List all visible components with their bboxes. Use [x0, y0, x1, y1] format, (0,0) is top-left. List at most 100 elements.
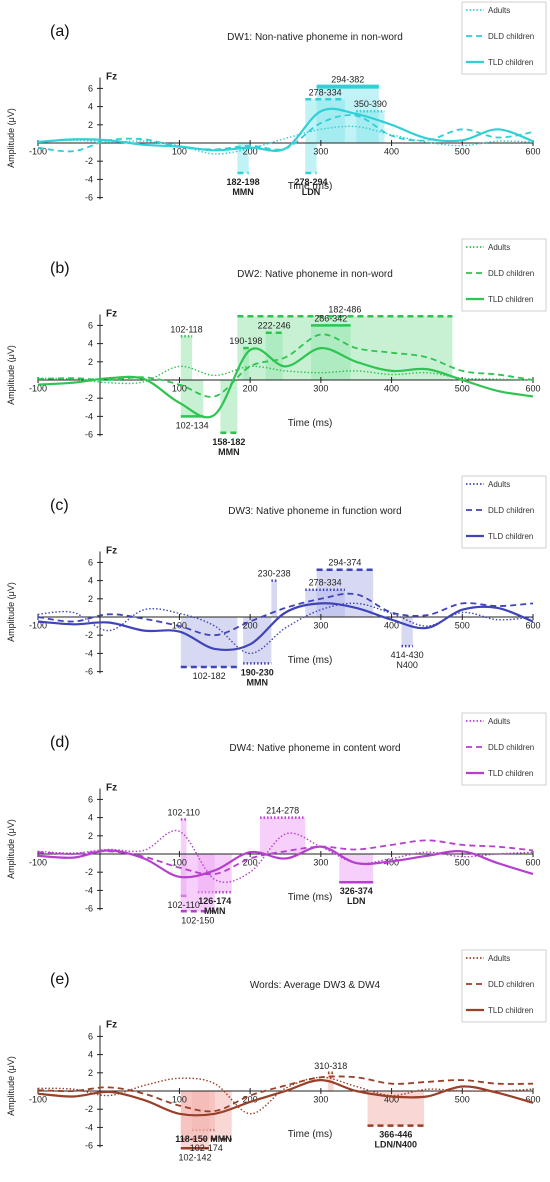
y-axis-label-e: Amplitude (μV): [6, 1056, 16, 1116]
panel-title-a: DW1: Non-native phoneme in non-word: [227, 32, 403, 43]
window-label-b-1: 286-342: [314, 313, 347, 323]
window-label-d-4: 102-150: [181, 915, 214, 925]
x-tick-label-d-1: 100: [172, 857, 187, 867]
legend-label-c-2: TLD children: [488, 532, 533, 541]
panel-a: -100 100 200 300 400 500 600 6 4 2 -2 -4 -6 Fz Time (m…: [6, 1, 547, 203]
legend-label-d-0: Adults: [488, 717, 510, 726]
y-tick-label-e-2: 2: [88, 1068, 93, 1078]
x-tick-label-c-6: 600: [525, 620, 540, 630]
window-label-e-0: 310-318: [314, 1061, 347, 1071]
x-tick-label-a-1: 100: [172, 146, 187, 156]
x-tick-label-b-2: 200: [243, 383, 258, 393]
legend-label-b-0: Adults: [488, 243, 510, 252]
x-tick-label-a-5: 500: [455, 146, 470, 156]
window-label-c-5: 414-430: [391, 650, 424, 660]
x-tick-label-e-5: 500: [455, 1094, 470, 1104]
window-band-d-4: [180, 854, 215, 912]
legend-label-e-1: DLD children: [488, 980, 534, 989]
y-axis-label-c: Amplitude (μV): [6, 582, 16, 642]
y-tick-label-a-0: 6: [88, 83, 93, 93]
y-tick-label-d-1: 4: [88, 813, 93, 823]
y-tick-label-d-4: -4: [85, 885, 93, 895]
window-label-a-0: 294-382: [331, 75, 364, 85]
y-tick-label-d-0: 6: [88, 794, 93, 804]
x-tick-label-a-0: -100: [29, 146, 47, 156]
series-line-b-tld-children: [37, 346, 534, 419]
legend-label-e-0: Adults: [488, 954, 510, 963]
x-axis-label-a: Time (ms): [288, 181, 333, 192]
window-band-b-3: [180, 336, 193, 380]
window-label-c-4: 190-230: [241, 667, 274, 677]
y-axis-label-d: Amplitude (μV): [6, 819, 16, 879]
window-label-b-3: 102-118: [170, 324, 202, 334]
x-tick-label-b-5: 500: [455, 383, 470, 393]
window-label-d-1: 102-110: [167, 807, 199, 817]
panel-title-e: Words: Average DW3 & DW4: [250, 980, 381, 991]
y-tick-label-c-5: -6: [85, 667, 93, 677]
x-tick-label-d-5: 500: [455, 857, 470, 867]
series-line-d-adults: [37, 829, 534, 883]
window-label-e-1: 118-150 MMN: [175, 1134, 232, 1144]
y-tick-label-a-3: -2: [85, 156, 93, 166]
window-label-c-2: 278-334: [309, 578, 342, 588]
window-band-b-4: [243, 348, 249, 380]
y-tick-label-c-3: -2: [85, 630, 93, 640]
x-tick-label-d-3: 300: [313, 857, 328, 867]
y-tick-label-c-0: 6: [88, 557, 93, 567]
y-tick-label-b-1: 4: [88, 339, 93, 349]
x-axis-label-e: Time (ms): [288, 1129, 333, 1140]
x-tick-label-b-1: 100: [172, 383, 187, 393]
panel-label-d: (d): [50, 734, 70, 751]
x-tick-label-b-3: 300: [313, 383, 328, 393]
window-label-e-3: 102-142: [178, 1152, 211, 1162]
y-tick-label-e-1: 4: [88, 1050, 93, 1060]
series-line-d-tld-children: [37, 845, 534, 879]
x-tick-label-c-2: 200: [243, 620, 258, 630]
window-label-a-3: 182-198: [227, 177, 260, 187]
legend-label-b-2: TLD children: [488, 295, 533, 304]
y-tick-label-e-5: -6: [85, 1141, 93, 1151]
window-label-a-1: 278-334: [309, 87, 342, 97]
window-label-a-4: 278-294: [294, 177, 327, 187]
x-tick-label-a-3: 300: [313, 146, 328, 156]
y-tick-label-b-0: 6: [88, 320, 93, 330]
series-line-c-dld-children: [37, 592, 534, 637]
x-tick-label-c-4: 400: [384, 620, 399, 630]
y-tick-label-a-4: -4: [85, 174, 93, 184]
panel-label-e: (e): [50, 971, 70, 988]
x-tick-label-c-5: 500: [455, 620, 470, 630]
series-line-e-dld-children: [37, 1075, 534, 1113]
x-axis-label-b: Time (ms): [288, 418, 333, 429]
window-label-e-2: 102-174: [190, 1143, 223, 1153]
legend-label-b-1: DLD children: [488, 269, 534, 278]
legend-label-a-0: Adults: [488, 6, 510, 15]
panel-title-b: DW2: Native phoneme in non-word: [237, 269, 393, 280]
y-tick-label-b-2: 2: [88, 357, 93, 367]
y-tick-label-c-4: -4: [85, 648, 93, 658]
x-tick-label-e-1: 100: [172, 1094, 187, 1104]
panel-label-a: (a): [50, 23, 70, 40]
window-label-d-5-line1: LDN: [347, 896, 366, 906]
x-axis-label-c: Time (ms): [288, 655, 333, 666]
window-label-a-4-line1: LDN: [302, 187, 321, 197]
window-label-c-3: 102-182: [193, 671, 226, 681]
y-tick-label-e-3: -2: [85, 1104, 93, 1114]
window-label-d-0: 214-278: [266, 806, 299, 816]
window-label-b-5: 102-134: [176, 420, 209, 430]
legend-label-c-1: DLD children: [488, 506, 534, 515]
window-band-b-1: [311, 325, 351, 380]
y-tick-label-b-3: -2: [85, 393, 93, 403]
window-band-a-4: [305, 143, 317, 173]
legend-label-d-1: DLD children: [488, 743, 534, 752]
window-label-d-3-line1: MMN: [204, 906, 226, 916]
window-label-d-2: 102-110: [167, 900, 199, 910]
panel-label-c: (c): [50, 497, 69, 514]
x-tick-label-e-0: -100: [29, 1094, 47, 1104]
x-tick-label-a-2: 200: [243, 146, 258, 156]
y-axis-label-b: Amplitude (μV): [6, 345, 16, 405]
x-tick-label-a-6: 600: [525, 146, 540, 156]
legend-label-a-2: TLD children: [488, 58, 533, 67]
electrode-label-c: Fz: [106, 545, 117, 556]
